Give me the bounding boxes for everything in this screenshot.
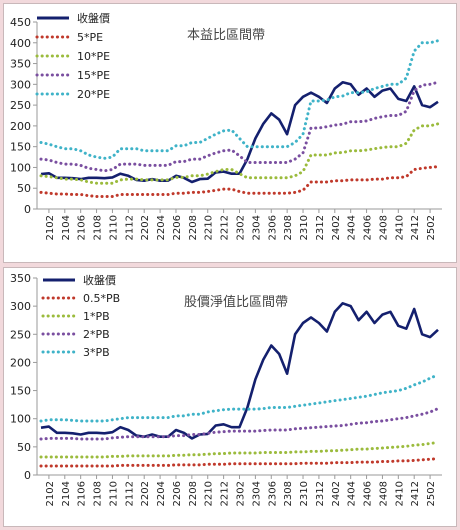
y-tick-label: 50: [17, 441, 31, 454]
series-line-4: [39, 39, 440, 160]
x-tick-label: 2206: [172, 481, 183, 506]
y-tick-label: 450: [10, 16, 31, 29]
pe-band-chart: 0 50 100 150 200 250 300 350 400 450 2102 2104 2106 2…: [10, 11, 442, 240]
x-tick-label: 2312: [315, 215, 326, 240]
x-tick-label: 2302: [236, 215, 247, 240]
x-tick-label: 2104: [61, 481, 72, 506]
y-tick-label: 300: [10, 300, 31, 313]
y-tick-label: 50: [17, 182, 31, 195]
x-tick-label: 2412: [410, 481, 421, 506]
x-tick-label: 2110: [108, 481, 119, 506]
x-tick-label: 2204: [156, 215, 167, 240]
y-tick-label: 150: [10, 385, 31, 398]
series-line-0: [40, 301, 439, 440]
x-tick-label: 2304: [251, 215, 262, 240]
x-tick-label: 2404: [347, 481, 358, 506]
x-tick-label: 2210: [204, 215, 215, 240]
legend-label: 收盤價: [77, 11, 110, 25]
x-tick-label: 2204: [156, 481, 167, 506]
y-tick-label: 0: [24, 469, 31, 482]
x-tick-label: 2410: [394, 215, 405, 240]
x-tick-label: 2202: [140, 215, 151, 240]
legend-label: 3*PB: [83, 346, 110, 359]
chart-title: 本益比區間帶: [187, 28, 265, 43]
legend-label: 2*PB: [83, 328, 110, 341]
y-tick-label: 250: [10, 99, 31, 112]
series-line-3: [39, 407, 440, 441]
series-line-2: [39, 440, 440, 459]
series-line-3: [39, 80, 440, 173]
x-tick-label: 2406: [363, 215, 374, 240]
legend-label: 10*PE: [77, 50, 110, 63]
x-tick-label: 2212: [220, 215, 231, 240]
x-tick-label: 2308: [283, 215, 294, 240]
legend-label: 收盤價: [83, 273, 116, 287]
x-tick-label: 2502: [426, 215, 437, 240]
x-tick-label: 2404: [347, 215, 358, 240]
x-tick-label: 2412: [410, 215, 421, 240]
x-tick-label: 2306: [267, 481, 278, 506]
x-tick-label: 2406: [363, 481, 374, 506]
x-tick-label: 2108: [93, 481, 104, 506]
x-tick-label: 2310: [299, 481, 310, 506]
x-tick-label: 2310: [299, 215, 310, 240]
x-tick-label: 2502: [426, 481, 437, 506]
pb-band-chart: 0 50 100 150 200 250 300 350 2102 2104 2106 2108 211…: [10, 272, 442, 506]
x-tick-label: 2408: [378, 481, 389, 506]
legend-label: 15*PE: [77, 69, 110, 82]
x-tick-label: 2308: [283, 481, 294, 506]
x-tick-label: 2302: [236, 481, 247, 506]
x-tick-label: 2304: [251, 481, 262, 506]
x-tick-label: 2212: [220, 481, 231, 506]
y-tick-label: 0: [24, 203, 31, 216]
series-line-2: [39, 122, 440, 185]
y-tick-label: 200: [10, 120, 31, 133]
x-tick-label: 2102: [45, 481, 56, 506]
x-tick-label: 2110: [108, 215, 119, 240]
series-line-4: [39, 373, 440, 423]
y-tick-label: 350: [10, 58, 31, 71]
chart-title: 股價淨值比區間帶: [184, 294, 288, 310]
x-tick-label: 2208: [188, 481, 199, 506]
x-tick-label: 2208: [188, 215, 199, 240]
x-tick-label: 2102: [45, 215, 56, 240]
pe-band-chart-panel: 0 50 100 150 200 250 300 350 400 450 2102 2104 2106 2…: [3, 3, 457, 263]
series-line-1: [39, 457, 440, 468]
legend-label: 0.5*PB: [83, 292, 120, 305]
x-tick-label: 2112: [124, 215, 135, 240]
legend-label: 20*PE: [77, 88, 110, 101]
x-tick-label: 2106: [77, 215, 88, 240]
y-tick-label: 100: [10, 413, 31, 426]
x-tick-label: 2408: [378, 215, 389, 240]
legend-label: 1*PB: [83, 310, 110, 323]
x-tick-label: 2112: [124, 481, 135, 506]
x-tick-label: 2410: [394, 481, 405, 506]
x-tick-label: 2210: [204, 481, 215, 506]
series-line-0: [40, 81, 439, 184]
pb-band-chart-panel: 0 50 100 150 200 250 300 350 2102 2104 2106 2108 211…: [3, 267, 457, 527]
y-tick-label: 250: [10, 328, 31, 341]
legend-label: 5*PE: [77, 31, 103, 44]
x-tick-label: 2106: [77, 481, 88, 506]
x-tick-label: 2104: [61, 215, 72, 240]
series-line-1: [39, 165, 440, 198]
x-tick-label: 2402: [331, 481, 342, 506]
x-tick-label: 2306: [267, 215, 278, 240]
x-tick-label: 2206: [172, 215, 183, 240]
y-tick-label: 100: [10, 161, 31, 174]
x-tick-label: 2202: [140, 481, 151, 506]
y-tick-label: 150: [10, 141, 31, 154]
x-tick-label: 2402: [331, 215, 342, 240]
y-tick-label: 350: [10, 272, 31, 285]
x-tick-label: 2108: [93, 215, 104, 240]
x-tick-label: 2312: [315, 481, 326, 506]
y-tick-label: 300: [10, 78, 31, 91]
y-tick-label: 200: [10, 356, 31, 369]
y-tick-label: 400: [10, 37, 31, 50]
